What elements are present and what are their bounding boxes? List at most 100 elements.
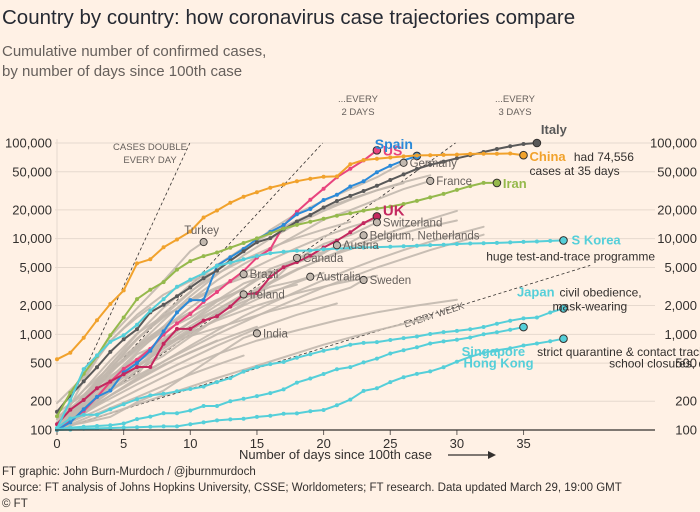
series-point-uk <box>228 304 233 309</box>
series-point-singapore <box>281 387 286 392</box>
series-point-spain <box>135 361 139 366</box>
grey-country-line <box>56 271 325 431</box>
x-tick-label: 5 <box>120 436 127 451</box>
series-point-iran <box>188 259 193 264</box>
series-point-singapore <box>121 421 126 426</box>
series-point-s-korea <box>161 297 166 302</box>
series-point-china <box>294 179 299 184</box>
series-point-iran <box>228 245 233 250</box>
grey-country-label: Australia <box>316 272 361 284</box>
grey-country-label: Belgium, Netherlands <box>370 230 480 242</box>
series-point-japan <box>81 412 86 417</box>
series-point-iran <box>492 178 502 188</box>
grey-country-label: Austria <box>343 240 379 252</box>
series-point-china <box>441 152 446 157</box>
grey-country-line <box>56 302 338 431</box>
grey-country-end-dot <box>332 241 341 250</box>
series-point-japan <box>534 315 539 320</box>
footer: FT graphic: John Burn-Murdoch / @jburnmu… <box>2 464 622 512</box>
series-point-singapore <box>494 330 499 335</box>
series-point-hong-kong <box>481 350 486 355</box>
y-tick-right: 200 <box>675 394 697 409</box>
y-tick-right: 500 <box>675 356 697 371</box>
series-point-spain <box>201 298 206 303</box>
series-point-us <box>175 321 179 326</box>
series-label-spain: Spain <box>375 136 413 152</box>
x-axis-title: Number of days since 100th case <box>239 447 496 462</box>
series-point-singapore <box>508 327 513 332</box>
series-point-hong-kong <box>215 418 219 423</box>
series-point-italy <box>175 294 179 299</box>
series-point-singapore <box>468 335 473 340</box>
grey-country-end-dot <box>199 238 208 247</box>
grey-country-line <box>56 332 258 429</box>
series-point-japan <box>334 346 339 351</box>
series-point-china <box>468 151 473 156</box>
series-point-singapore <box>348 365 353 370</box>
series-point-italy <box>268 236 273 241</box>
series-point-china <box>308 176 313 181</box>
series-point-china <box>95 318 99 323</box>
series-point-hong-kong <box>308 409 313 414</box>
series-line-china <box>56 152 524 361</box>
series-point-spain <box>308 207 313 211</box>
x-axis-label: Number of days since 100th case <box>239 447 432 462</box>
series-point-uk <box>268 274 273 279</box>
series-point-japan <box>241 369 246 374</box>
series-point-hong-kong <box>374 386 379 391</box>
series-point-us <box>348 166 353 171</box>
series-note-china: had 74,556 <box>574 150 634 164</box>
series-point-italy <box>361 189 366 193</box>
series-point-italy <box>454 156 459 161</box>
series-point-hong-kong <box>428 369 433 374</box>
footer-copyright: © FT <box>2 498 28 510</box>
series-point-italy <box>215 268 219 273</box>
series-point-japan <box>428 332 433 336</box>
series-point-italy <box>374 183 379 188</box>
series-point-uk <box>308 253 313 258</box>
series-note-china: cases at 35 days <box>530 164 620 178</box>
doubling-guide-label: CASES DOUBLE <box>113 142 187 153</box>
series-point-iran <box>215 250 219 255</box>
series-point-japan <box>95 412 99 417</box>
series-point-us <box>121 366 126 371</box>
series-point-china <box>281 182 286 187</box>
series-point-s-korea <box>468 241 473 246</box>
series-point-china <box>494 151 499 156</box>
series-point-japan <box>68 416 73 421</box>
series-point-iran <box>175 267 179 272</box>
series-point-iran <box>481 180 486 185</box>
doubling-guide-label: EVERY DAY <box>123 155 177 166</box>
series-point-china <box>121 288 126 293</box>
series-point-spain <box>374 170 379 175</box>
series-point-japan <box>348 342 353 347</box>
series-point-iran <box>108 333 113 338</box>
y-tick-left: 500 <box>30 356 52 371</box>
grey-country-label: France <box>436 176 472 188</box>
series-point-china <box>108 302 113 306</box>
y-tick-left: 2,000 <box>19 298 52 313</box>
series-point-s-korea <box>534 239 539 244</box>
grey-country-line <box>56 233 485 424</box>
series-point-s-korea <box>68 398 73 403</box>
series-point-singapore <box>188 408 193 413</box>
series-line-spain <box>56 154 418 431</box>
series-point-japan <box>559 304 568 313</box>
series-point-s-korea <box>548 238 553 243</box>
series-point-s-korea <box>454 242 459 246</box>
subtitle-line-1: Cumulative number of confirmed cases, <box>2 43 267 60</box>
series-point-iran <box>68 390 73 395</box>
series-point-spain <box>281 223 286 227</box>
series-label-singapore: Singapore <box>462 344 526 359</box>
series-point-hong-kong <box>254 414 259 419</box>
series-point-italy <box>521 142 526 146</box>
series-point-china <box>454 152 459 157</box>
series-point-s-korea <box>374 245 379 250</box>
series-point-hong-kong <box>494 348 499 353</box>
series-point-us <box>188 312 193 316</box>
chart-subtitle: Cumulative number of confirmed cases, by… <box>2 42 266 82</box>
series-point-italy <box>188 285 193 290</box>
doubling-guide-line <box>56 142 456 431</box>
series-point-singapore <box>241 396 246 401</box>
series-point-singapore <box>175 411 179 416</box>
